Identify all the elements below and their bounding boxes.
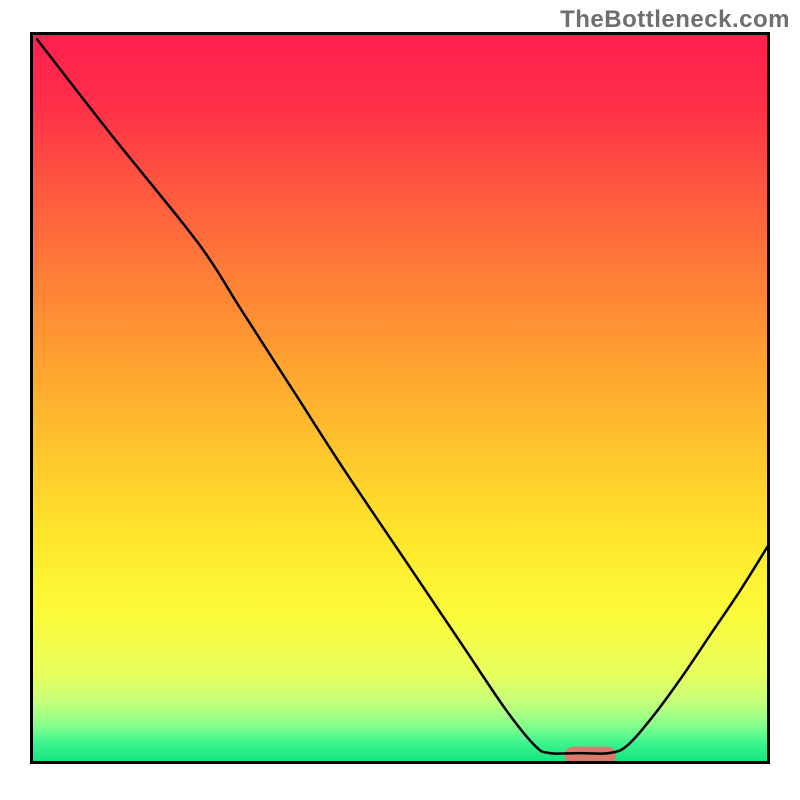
plot-area (30, 32, 770, 764)
chart-stage: TheBottleneck.com (0, 0, 800, 800)
bottleneck-curve (36, 38, 770, 754)
highlight-marker (564, 747, 615, 764)
plot-svg (36, 38, 770, 764)
watermark-text: TheBottleneck.com (560, 6, 790, 34)
